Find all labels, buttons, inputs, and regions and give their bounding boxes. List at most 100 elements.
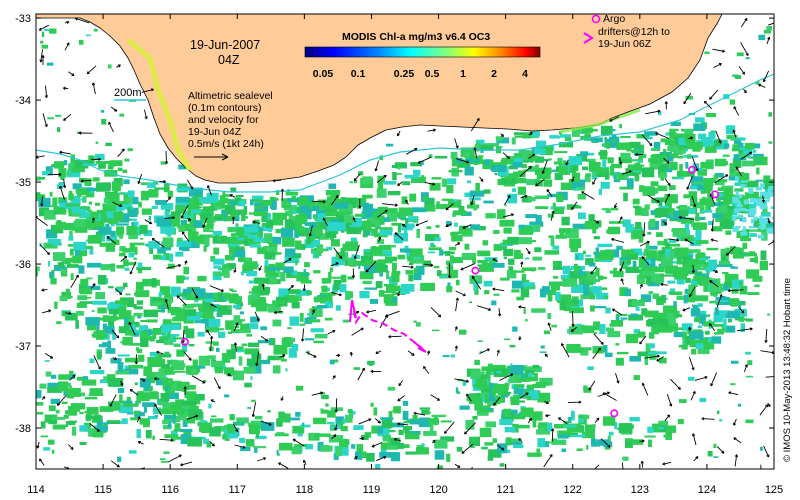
chl-patch bbox=[660, 138, 672, 143]
chl-patch bbox=[288, 216, 300, 225]
chl-patch bbox=[580, 294, 592, 299]
chl-patch bbox=[390, 256, 397, 262]
chl-speckle bbox=[694, 317, 701, 323]
chl-speckle bbox=[477, 340, 483, 342]
velocity-arrowhead bbox=[288, 258, 292, 262]
velocity-arrowhead bbox=[518, 337, 522, 341]
chl-patch bbox=[633, 205, 640, 209]
chl-patch bbox=[92, 177, 100, 182]
chl-speckle bbox=[732, 74, 739, 77]
chl-patch bbox=[473, 281, 477, 291]
x-tick-label: 116 bbox=[161, 484, 179, 496]
chl-patch bbox=[603, 345, 608, 353]
chl-patch bbox=[685, 335, 690, 345]
chl-patch bbox=[163, 424, 172, 430]
velocity-arrowhead bbox=[657, 109, 661, 113]
chl-patch bbox=[714, 158, 727, 167]
chl-patch bbox=[647, 318, 658, 327]
velocity-arrow bbox=[137, 173, 143, 184]
chl-patch bbox=[714, 300, 729, 303]
chl-speckle bbox=[166, 390, 175, 394]
chl-patch bbox=[684, 223, 690, 231]
chl-patch bbox=[533, 372, 538, 381]
chl-patch bbox=[112, 333, 116, 340]
chl-patch bbox=[99, 422, 110, 425]
velocity-arrow bbox=[202, 217, 208, 228]
colorbar-tick-label: 4 bbox=[522, 68, 528, 80]
velocity-arrow bbox=[621, 462, 624, 469]
chl-patch bbox=[122, 169, 128, 173]
chl-patch bbox=[169, 253, 174, 262]
chl-patch bbox=[693, 181, 704, 185]
chl-patch bbox=[701, 209, 713, 213]
chl-patch bbox=[164, 211, 170, 221]
chl-patch bbox=[473, 204, 477, 211]
chl-patch bbox=[635, 306, 640, 311]
chl-patch bbox=[77, 295, 88, 301]
chl-patch bbox=[270, 204, 275, 209]
chl-patch bbox=[378, 250, 392, 257]
velocity-arrowhead bbox=[375, 351, 379, 355]
chl-patch bbox=[238, 200, 246, 207]
chl-patch bbox=[255, 435, 267, 440]
chl-patch bbox=[388, 411, 393, 419]
velocity-arrow bbox=[460, 263, 476, 271]
chl-speckle bbox=[321, 395, 329, 400]
chl-patch bbox=[47, 387, 62, 393]
chl-speckle bbox=[392, 409, 401, 412]
velocity-arrow bbox=[734, 454, 738, 467]
chl-patch bbox=[160, 203, 174, 210]
chl-patch bbox=[230, 233, 245, 237]
chl-speckle bbox=[682, 337, 686, 343]
chl-patch bbox=[267, 236, 282, 245]
velocity-arrow bbox=[180, 461, 193, 466]
chl-patch bbox=[529, 411, 543, 421]
chl-patch bbox=[537, 392, 551, 403]
chl-patch bbox=[718, 260, 731, 267]
chl-patch bbox=[649, 218, 656, 228]
chl-patch bbox=[181, 343, 188, 353]
velocity-arrow bbox=[256, 351, 260, 366]
chl-patch bbox=[658, 164, 670, 169]
chl-speckle bbox=[302, 422, 305, 427]
chl-patch-cyan bbox=[732, 226, 739, 232]
chl-patch bbox=[129, 343, 143, 346]
chl-patch bbox=[229, 245, 236, 254]
chl-speckle bbox=[561, 448, 566, 453]
chl-patch bbox=[593, 331, 598, 335]
chl-patch bbox=[159, 336, 168, 343]
chl-speckle bbox=[509, 344, 516, 348]
chl-patch bbox=[89, 388, 103, 394]
chl-patch bbox=[682, 255, 691, 265]
chl-patch bbox=[39, 383, 47, 389]
velocity-arrow bbox=[165, 151, 168, 164]
chl-speckle bbox=[523, 308, 526, 314]
chl-speckle bbox=[339, 421, 344, 427]
chl-patch bbox=[249, 424, 260, 435]
argo-drifter-marker bbox=[688, 165, 697, 174]
velocity-arrowhead bbox=[690, 136, 694, 140]
plot-frame bbox=[35, 13, 775, 470]
velocity-arrow bbox=[733, 106, 740, 116]
chl-speckle bbox=[85, 34, 91, 37]
chl-patch bbox=[497, 209, 506, 219]
chl-patch bbox=[254, 277, 269, 284]
chl-patch bbox=[212, 341, 219, 346]
chl-patch bbox=[531, 147, 536, 153]
chl-patch bbox=[747, 292, 760, 295]
chl-patch bbox=[557, 434, 569, 439]
chl-speckle bbox=[767, 313, 771, 316]
velocity-arrowhead bbox=[137, 181, 141, 185]
chl-patch bbox=[313, 417, 327, 425]
chl-patch bbox=[418, 417, 431, 428]
velocity-arrowhead bbox=[134, 361, 138, 365]
chl-patch bbox=[695, 205, 705, 208]
chl-patch bbox=[664, 266, 673, 273]
chl-speckle bbox=[759, 196, 762, 199]
chl-patch bbox=[529, 221, 544, 227]
chl-patch bbox=[102, 315, 117, 322]
chl-patch bbox=[124, 267, 130, 271]
chl-speckle bbox=[734, 75, 742, 79]
velocity-arrow bbox=[417, 156, 432, 164]
chl-patch bbox=[547, 294, 553, 302]
